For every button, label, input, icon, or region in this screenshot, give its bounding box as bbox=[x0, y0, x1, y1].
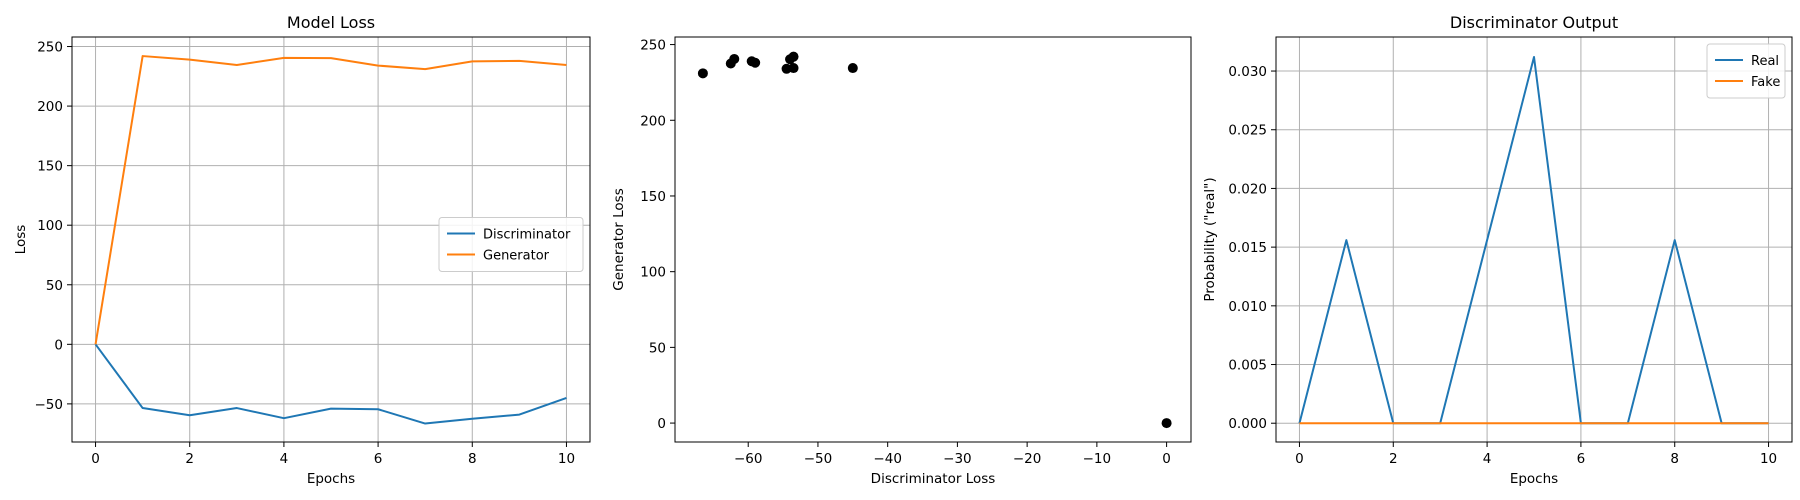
y-tick-label: 0.010 bbox=[1228, 299, 1267, 315]
legend: Discriminator Generator bbox=[438, 217, 584, 272]
x-tick-label: 2 bbox=[185, 451, 194, 467]
legend-label-fake: Fake bbox=[1751, 75, 1780, 90]
chart-title: Model Loss bbox=[287, 13, 375, 32]
y-tick-label: 50 bbox=[46, 278, 63, 294]
y-tick-label: 150 bbox=[37, 159, 63, 175]
legend-label-real: Real bbox=[1751, 54, 1779, 69]
y-tick-label: 0.015 bbox=[1228, 240, 1267, 256]
y-tick-label: 0 bbox=[54, 337, 63, 353]
scatter-point bbox=[1161, 418, 1172, 429]
x-tick-label: 2 bbox=[1389, 451, 1398, 467]
y-tick-label: 0.020 bbox=[1228, 181, 1267, 197]
y-tick-label: 50 bbox=[649, 340, 666, 356]
y-tick-label: 0 bbox=[657, 416, 666, 432]
x-tick-label: 8 bbox=[468, 451, 477, 467]
x-tick-label: −40 bbox=[873, 451, 902, 467]
x-axis-label: Epochs bbox=[307, 471, 355, 487]
x-tick-label: 10 bbox=[558, 451, 575, 467]
plot-frame bbox=[1275, 36, 1793, 443]
legend: Real Fake bbox=[1706, 43, 1786, 99]
x-tick-label: 8 bbox=[1670, 451, 1679, 467]
y-axis-label: Generator Loss bbox=[611, 188, 627, 290]
plot-frame bbox=[674, 36, 1192, 443]
series-line-discriminator bbox=[94, 343, 567, 425]
chart-model-loss: 0 2 4 6 8 10 −50 0 50 100 150 200 250 Model Loss Epoch… bbox=[13, 13, 591, 487]
x-tick-label: −20 bbox=[1013, 451, 1042, 467]
chart-title: Discriminator Output bbox=[1450, 13, 1618, 32]
y-tick-label: 150 bbox=[640, 189, 666, 205]
legend-box bbox=[1706, 43, 1786, 99]
y-tick-label: 250 bbox=[640, 38, 666, 54]
y-tick-label: 0.025 bbox=[1228, 123, 1267, 139]
x-tick-label: −50 bbox=[804, 451, 833, 467]
plot-frame bbox=[71, 36, 591, 443]
x-tick-label: 6 bbox=[1577, 451, 1586, 467]
chart-discriminator-output: 0 2 4 6 8 10 0.000 0.005 0.010 0.015 0.020 0.025 0.0… bbox=[1202, 13, 1793, 487]
scatter-point bbox=[785, 54, 796, 65]
y-tick-label: 100 bbox=[640, 265, 666, 281]
x-tick-label: −30 bbox=[943, 451, 972, 467]
y-tick-label: 0.005 bbox=[1228, 358, 1267, 374]
x-tick-label: 0 bbox=[1295, 451, 1304, 467]
y-tick-label: −50 bbox=[35, 397, 64, 413]
scatter-point bbox=[847, 63, 858, 74]
x-tick-label: 0 bbox=[1162, 451, 1171, 467]
series-line-generator bbox=[94, 55, 567, 345]
scatter-point bbox=[781, 63, 792, 74]
x-tick-label: 0 bbox=[91, 451, 100, 467]
y-tick-label: 200 bbox=[37, 99, 63, 115]
y-tick-label: 250 bbox=[37, 40, 63, 56]
legend-box bbox=[438, 217, 584, 272]
legend-label-discriminator: Discriminator bbox=[483, 228, 571, 243]
x-axis-label: Discriminator Loss bbox=[871, 471, 996, 487]
x-axis-label: Epochs bbox=[1510, 471, 1558, 487]
x-tick-label: 6 bbox=[374, 451, 383, 467]
x-tick-label: 10 bbox=[1760, 451, 1777, 467]
y-axis-label: Probability ("real") bbox=[1202, 177, 1218, 301]
y-tick-label: 0.000 bbox=[1228, 416, 1267, 432]
chart-generator-vs-discriminator-loss: −60 −50 −40 −30 −20 −10 0 0 50 100 150 200 250 Discri… bbox=[611, 36, 1192, 487]
scatter-point bbox=[697, 68, 708, 79]
x-tick-label: −60 bbox=[734, 451, 763, 467]
y-tick-label: 200 bbox=[640, 113, 666, 129]
y-tick-label: 100 bbox=[37, 218, 63, 234]
x-tick-label: 4 bbox=[280, 451, 289, 467]
x-tick-label: −10 bbox=[1083, 451, 1112, 467]
series-line-real bbox=[1298, 55, 1769, 425]
y-axis-label: Loss bbox=[13, 225, 29, 255]
scatter-point bbox=[725, 58, 736, 69]
scatter-point bbox=[750, 57, 761, 68]
x-tick-label: 4 bbox=[1483, 451, 1492, 467]
legend-label-generator: Generator bbox=[483, 249, 550, 264]
y-tick-label: 0.030 bbox=[1228, 64, 1267, 80]
